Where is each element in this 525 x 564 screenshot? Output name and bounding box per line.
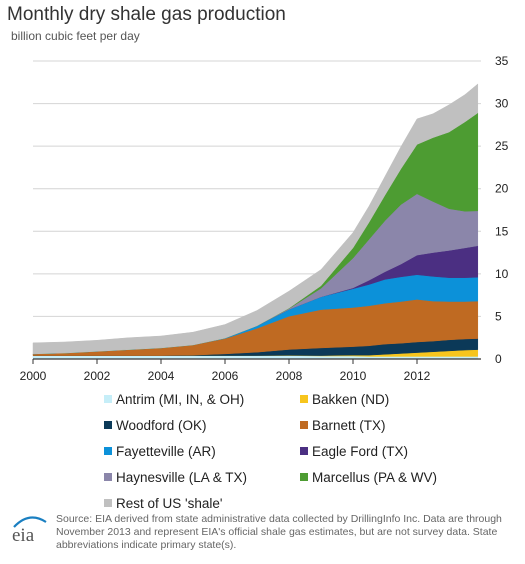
- y-tick-label: 0: [495, 352, 502, 366]
- legend-label-eagle-ford: Eagle Ford (TX): [312, 444, 409, 459]
- legend-label-haynesville: Haynesville (LA & TX): [116, 470, 248, 485]
- x-tick-label: 2004: [148, 369, 175, 383]
- legend-item-bakken: Bakken (ND): [300, 392, 389, 407]
- legend-label-woodford: Woodford (OK): [116, 418, 207, 433]
- legend-item-eagle-ford: Eagle Ford (TX): [300, 444, 408, 459]
- legend-item-woodford: Woodford (OK): [104, 418, 207, 433]
- y-tick-label: 25: [495, 139, 509, 153]
- y-tick-label: 20: [495, 182, 509, 196]
- legend-swatch-barnett: [300, 421, 308, 429]
- legend-swatch-fayetteville: [104, 447, 112, 455]
- legend-item-fayetteville: Fayetteville (AR): [104, 444, 216, 459]
- legend-swatch-bakken: [300, 395, 308, 403]
- legend-label-bakken: Bakken (ND): [312, 392, 390, 407]
- x-tick-label: 2006: [212, 369, 239, 383]
- x-tick-label: 2000: [20, 369, 47, 383]
- eia-logo: eia: [12, 516, 47, 546]
- x-tick-label: 2012: [404, 369, 431, 383]
- y-tick-label: 10: [495, 267, 509, 281]
- y-tick-label: 30: [495, 97, 509, 111]
- x-tick-label: 2010: [340, 369, 367, 383]
- legend-item-barnett: Barnett (TX): [300, 418, 386, 433]
- legend-item-antrim: Antrim (MI, IN, & OH): [104, 392, 244, 407]
- legend-item-marcellus: Marcellus (PA & WV): [300, 470, 437, 485]
- legend-label-marcellus: Marcellus (PA & WV): [312, 470, 438, 485]
- logo-arc: [13, 516, 47, 528]
- logo-text: eia: [12, 525, 35, 546]
- chart-subtitle: billion cubic feet per day: [11, 29, 140, 43]
- legend-label-rest-of-us: Rest of US 'shale': [116, 496, 223, 511]
- legend-swatch-marcellus: [300, 473, 308, 481]
- legend-swatch-rest-of-us: [104, 499, 112, 507]
- x-tick-label: 2002: [84, 369, 111, 383]
- legend-item-haynesville: Haynesville (LA & TX): [104, 470, 247, 485]
- legend-label-antrim: Antrim (MI, IN, & OH): [116, 392, 245, 407]
- legend-swatch-haynesville: [104, 473, 112, 481]
- legend-swatch-eagle-ford: [300, 447, 308, 455]
- y-tick-label: 5: [495, 309, 502, 323]
- axes: 0 5 10 15 20 25 30 35 2000 2002 2004 2006 2008 2010 20…: [20, 54, 509, 383]
- stacked-areas: [32, 83, 479, 360]
- legend-label-fayetteville: Fayetteville (AR): [116, 444, 216, 459]
- area-rest-of-us-shale: [32, 83, 479, 355]
- y-tick-label: 35: [495, 54, 509, 68]
- y-tick-label: 15: [495, 224, 509, 238]
- source-note: Source: EIA derived from state administr…: [56, 513, 502, 551]
- chart-title: Monthly dry shale gas production: [7, 4, 286, 25]
- plot-area: 0 5 10 15 20 25 30 35 2000 2002 2004 2006 2008 2010 20…: [20, 54, 509, 383]
- legend-swatch-antrim: [104, 395, 112, 403]
- x-tick-label: 2008: [276, 369, 303, 383]
- legend-swatch-woodford: [104, 421, 112, 429]
- legend-item-rest-of-us: Rest of US 'shale': [104, 496, 222, 511]
- legend-label-barnett: Barnett (TX): [312, 418, 386, 433]
